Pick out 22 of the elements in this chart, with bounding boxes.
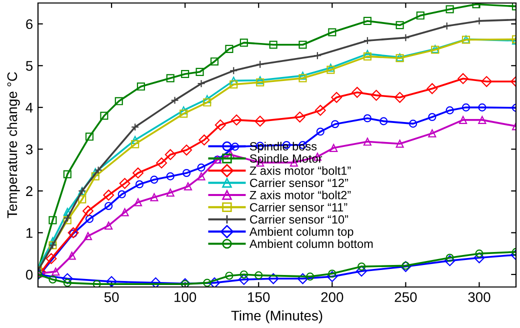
y-tick-label: 5 bbox=[26, 61, 33, 71]
y-tick-label: 2 bbox=[26, 186, 32, 196]
y-axis-title: Temperature change °C bbox=[6, 72, 20, 218]
y-tick-label: 3 bbox=[26, 144, 33, 154]
legend-label: Carrier sensor “11” bbox=[250, 202, 348, 212]
x-tick-label: 250 bbox=[394, 292, 417, 302]
legend-label: Carrier sensor “12” bbox=[250, 178, 348, 188]
x-tick-label: 300 bbox=[468, 292, 490, 302]
x-tick-label: 50 bbox=[104, 292, 119, 302]
x-tick-label: 200 bbox=[321, 292, 344, 302]
legend-label: Carrier sensor “10” bbox=[250, 214, 348, 224]
legend-label: Z axis motor “bolt2” bbox=[250, 190, 351, 200]
y-tick-label: 0 bbox=[26, 270, 33, 280]
y-tick-label: 6 bbox=[26, 19, 33, 30]
x-tick-label: 150 bbox=[248, 292, 270, 302]
legend-label: Ambient column top bbox=[249, 227, 354, 238]
y-tick-label: 1 bbox=[26, 228, 32, 238]
x-axis-title: Time (Minutes) bbox=[231, 310, 322, 324]
y-tick-label: 4 bbox=[26, 102, 33, 112]
legend-label: Z axis motor “bolt1” bbox=[250, 166, 351, 175]
legend-label: Ambient column bottom bbox=[249, 239, 373, 248]
x-tick-label: 100 bbox=[174, 292, 196, 302]
